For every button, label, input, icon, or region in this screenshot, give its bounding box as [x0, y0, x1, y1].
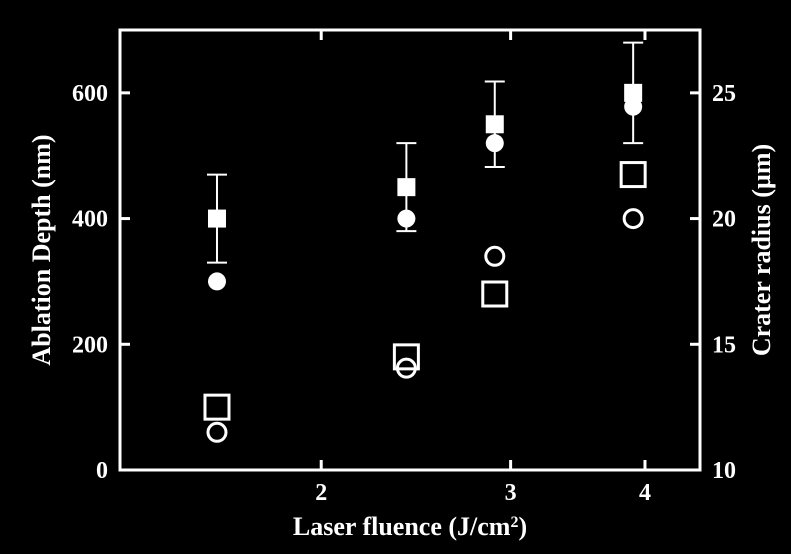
y-right-tick-label: 10: [712, 458, 736, 484]
chart-figure: 2 3 4 0 200 400 600 10 15 20 25 Laser fluence (J/cm…: [0, 0, 791, 554]
y-right-axis-label: Crater radius (µm): [747, 144, 776, 356]
y-left-axis-label: Ablation Depth (nm): [27, 134, 56, 365]
data-point-circle-filled: [397, 210, 415, 228]
x-tick-label: 2: [315, 480, 327, 506]
y-right-tick-label: 20: [712, 207, 736, 233]
x-tick-label: 4: [639, 480, 651, 506]
y-left-tick-label: 200: [72, 332, 108, 358]
data-point-circle-filled: [624, 98, 642, 116]
data-point-circle-filled: [208, 272, 226, 290]
y-left-tick-label: 600: [72, 81, 108, 107]
x-tick-label: 3: [505, 480, 517, 506]
y-right-tick-label: 25: [712, 81, 736, 107]
y-left-tick-label: 400: [72, 207, 108, 233]
y-left-tick-label: 0: [96, 458, 108, 484]
x-axis-label: Laser fluence (J/cm2): [293, 512, 527, 541]
y-right-tick-label: 15: [712, 332, 736, 358]
data-point-circle-filled: [486, 134, 504, 152]
